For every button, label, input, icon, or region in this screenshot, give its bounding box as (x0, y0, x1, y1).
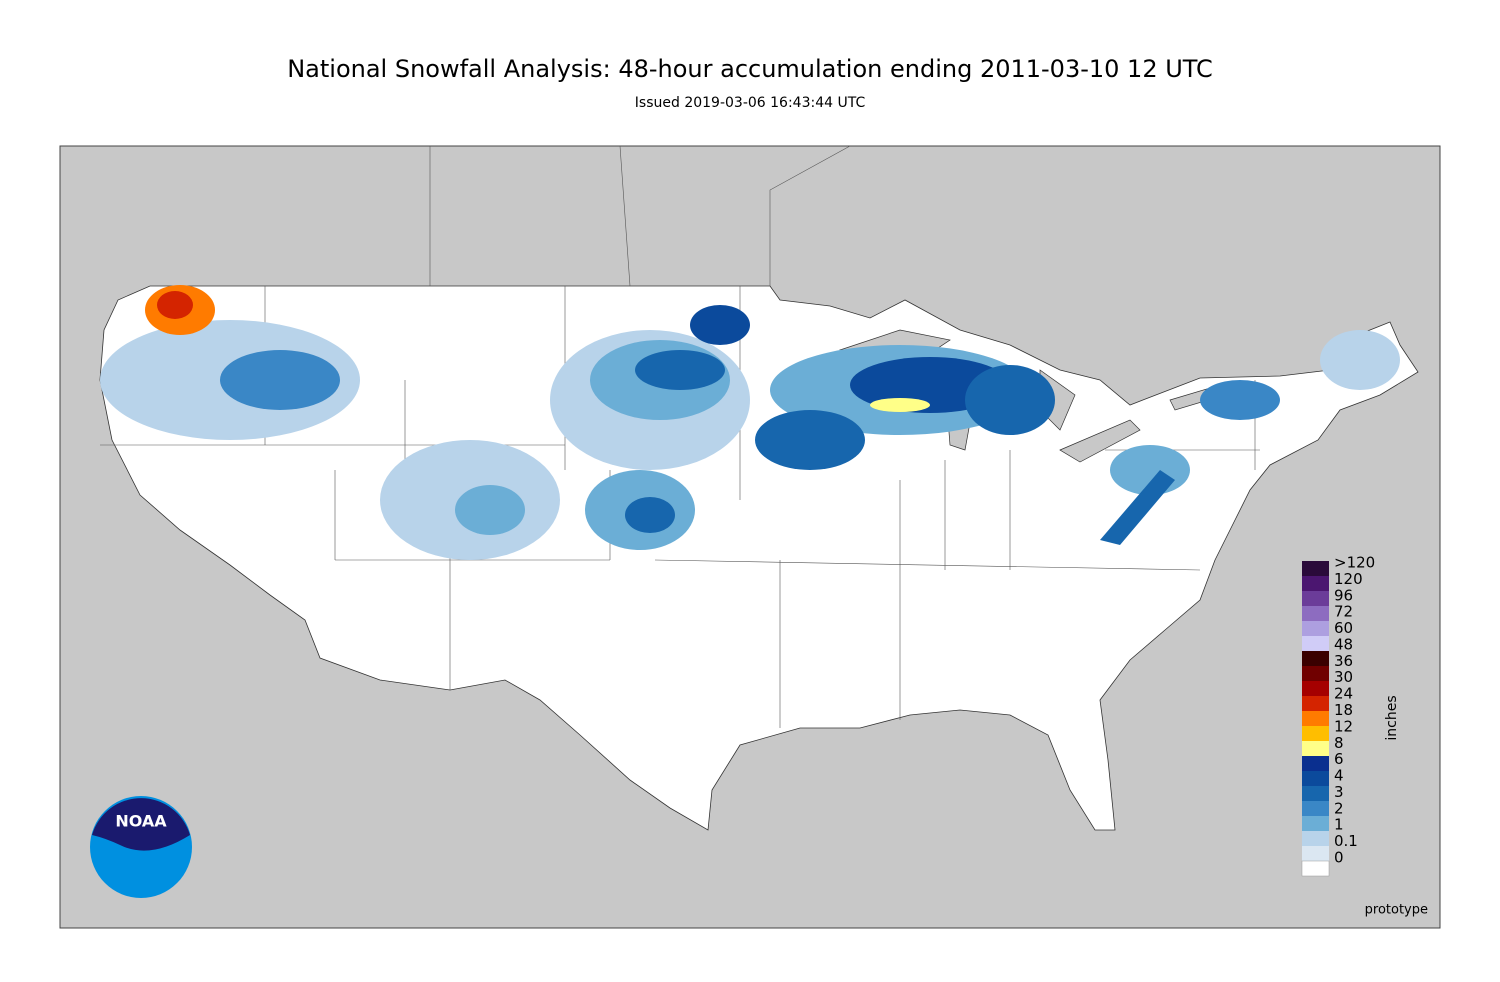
note: prototype (1365, 903, 1428, 918)
legend-label: 4 (1334, 767, 1344, 785)
legend-label: 36 (1334, 652, 1353, 670)
legend-swatch (1301, 860, 1330, 877)
legend-label: 2 (1334, 799, 1344, 817)
map: NOAA prototype (59, 145, 1441, 929)
legend-swatch (1302, 681, 1329, 696)
logo-top (92, 798, 190, 851)
legend-swatch (1302, 756, 1329, 771)
legend-label: 12 (1334, 717, 1353, 735)
legend-label: 30 (1334, 668, 1353, 686)
snow-area (157, 291, 193, 319)
subtitle: Issued 2019-03-06 16:43:44 UTC (635, 95, 866, 111)
legend-swatch (1302, 726, 1329, 741)
legend-swatch (1302, 771, 1329, 786)
legend-swatch (1302, 606, 1329, 621)
snow-area (455, 485, 525, 535)
legend-label: 48 (1334, 635, 1353, 653)
legend-swatch (1302, 561, 1329, 576)
legend-swatch (1302, 786, 1329, 801)
snow-area (625, 497, 675, 533)
legend: inches >1201209672604836302418128643210.… (1301, 554, 1400, 877)
legend-swatch (1302, 666, 1329, 681)
snow-area (690, 305, 750, 345)
noaa-logo: NOAA (90, 796, 192, 898)
legend-label: 8 (1334, 734, 1344, 752)
legend-swatch (1302, 846, 1329, 861)
legend-label: 72 (1334, 603, 1353, 621)
legend-swatch (1302, 741, 1329, 756)
legend-label: 96 (1334, 586, 1353, 604)
legend-swatch (1302, 801, 1329, 816)
legend-swatch (1302, 636, 1329, 651)
snow-area (1100, 470, 1175, 545)
logo-text: NOAA (115, 812, 167, 831)
snowfall (100, 285, 1400, 560)
snow-area (870, 398, 930, 412)
legend-label: 24 (1334, 685, 1353, 703)
title: National Snowfall Analysis: 48-hour accu… (287, 55, 1213, 83)
legend-label: 3 (1334, 783, 1344, 801)
conus (99, 285, 1419, 831)
snow-area (965, 365, 1055, 435)
snow-area (635, 350, 725, 390)
legend-label: 0 (1334, 849, 1344, 867)
legend-swatch (1302, 591, 1329, 606)
snow-area (1200, 380, 1280, 420)
legend-swatch (1302, 576, 1329, 591)
lake-erie (1059, 419, 1141, 463)
legend-label: 6 (1334, 750, 1344, 768)
legend-unit: inches (1384, 695, 1400, 740)
legend-swatch (1302, 831, 1329, 846)
snow-area (755, 410, 865, 470)
legend-swatch (1302, 621, 1329, 636)
legend-label: 120 (1334, 570, 1363, 588)
legend-swatch (1302, 651, 1329, 666)
legend-label: 0.1 (1334, 832, 1358, 850)
snow-area (1320, 330, 1400, 390)
legend-label: 60 (1334, 619, 1353, 637)
legend-swatch (1302, 816, 1329, 831)
legend-label: 18 (1334, 701, 1353, 719)
snow-area (220, 350, 340, 410)
legend-swatch (1302, 696, 1329, 711)
legend-swatch (1302, 711, 1329, 726)
legend-label: >120 (1334, 554, 1375, 572)
legend-label: 1 (1334, 816, 1344, 834)
